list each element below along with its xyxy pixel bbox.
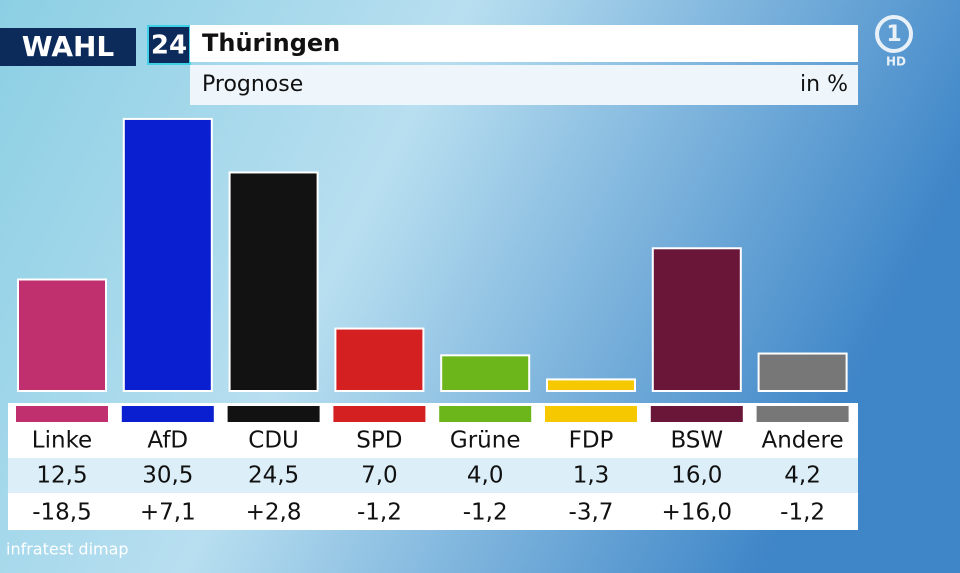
value-label: 12,5 <box>36 463 87 489</box>
category-label: CDU <box>248 428 299 454</box>
category-label: Linke <box>32 428 92 454</box>
change-label: +7,1 <box>140 500 196 526</box>
subtitle-bar <box>190 65 858 105</box>
logo-badge: HD <box>886 55 906 69</box>
color-strip <box>439 406 532 422</box>
logo-ring <box>875 15 913 53</box>
value-row-band <box>8 458 858 493</box>
change-label: +2,8 <box>246 500 302 526</box>
color-strip <box>545 406 637 422</box>
category-label: SPD <box>356 428 402 454</box>
bar <box>334 327 425 392</box>
value-label: 30,5 <box>142 463 193 489</box>
brand-number-box <box>147 25 191 65</box>
color-strip <box>333 406 426 422</box>
bar <box>546 378 636 392</box>
value-label: 4,2 <box>784 463 821 489</box>
chart-title: Thüringen <box>202 29 340 57</box>
value-label: 16,0 <box>671 463 722 489</box>
color-strip <box>121 406 214 422</box>
bar <box>17 278 107 392</box>
bar <box>440 354 531 393</box>
bar <box>757 352 848 393</box>
change-label: +16,0 <box>662 500 732 526</box>
change-label: -18,5 <box>32 500 92 526</box>
category-label: FDP <box>569 428 614 454</box>
brand-number: 24 <box>151 31 187 61</box>
category-label: BSW <box>670 428 723 454</box>
color-strip <box>16 406 108 422</box>
change-label: -3,7 <box>569 500 614 526</box>
category-label: Grüne <box>450 428 521 454</box>
category-label: AfD <box>147 428 188 454</box>
value-label: 24,5 <box>248 463 299 489</box>
logo: 1 <box>886 22 901 47</box>
bar <box>122 117 213 392</box>
brand-box <box>0 28 136 66</box>
value-label: 4,0 <box>467 463 504 489</box>
color-strip <box>756 406 849 422</box>
unit-note: in % <box>800 72 848 97</box>
bar <box>228 171 319 392</box>
color-strip <box>227 406 320 422</box>
chart-subtitle: Prognose <box>202 72 303 97</box>
bar <box>651 247 742 392</box>
color-strip <box>650 406 743 422</box>
value-label: 1,3 <box>573 463 610 489</box>
change-label: -1,2 <box>463 500 508 526</box>
value-label: 7,0 <box>361 463 398 489</box>
title-bar <box>190 25 858 62</box>
brand: WAHL <box>22 30 115 63</box>
change-label: -1,2 <box>780 500 825 526</box>
category-label: Andere <box>762 428 844 454</box>
change-label: -1,2 <box>357 500 402 526</box>
source: infratest dimap <box>6 540 129 559</box>
